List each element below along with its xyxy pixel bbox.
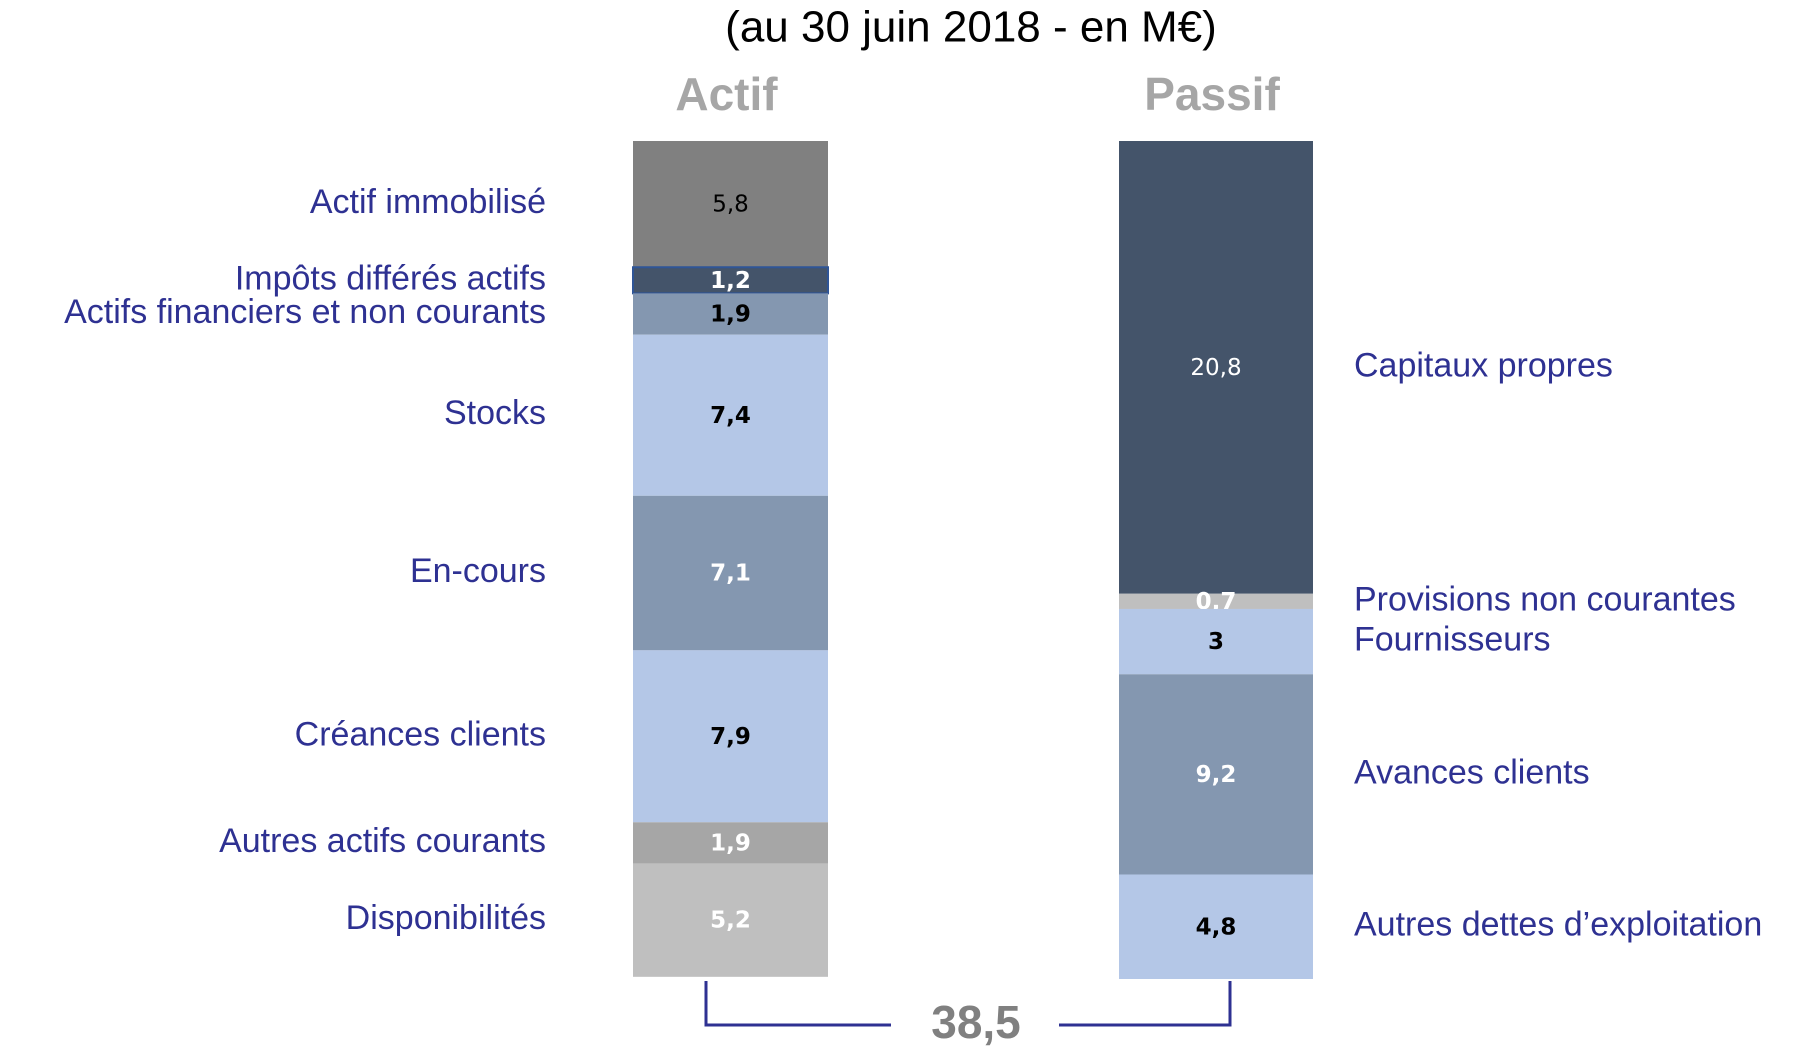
segment-name: Autres dettes d’exploitation xyxy=(1354,906,1762,944)
bracket-left xyxy=(704,981,891,1027)
segment-name: Stocks xyxy=(444,394,546,432)
value-label: 3 xyxy=(1208,629,1224,655)
bar-segment xyxy=(1119,674,1313,875)
value-label: 7,4 xyxy=(710,403,751,429)
value-label: 7,9 xyxy=(710,724,751,750)
segment-name: Créances clients xyxy=(295,715,546,753)
bar-segment xyxy=(632,266,829,295)
value-label: 1,2 xyxy=(710,268,751,294)
segment-name: Avances clients xyxy=(1354,753,1590,791)
value-label: 5,8 xyxy=(712,192,749,218)
bar-segment xyxy=(633,141,828,268)
value-label: 4,8 xyxy=(1196,914,1237,940)
total-label: 38,5 xyxy=(931,996,1021,1048)
value-label: 7,1 xyxy=(710,561,751,587)
segment-name: Actif immobilisé xyxy=(310,183,546,221)
segment-name: Actifs financiers et non courants xyxy=(64,293,546,331)
bar-segment xyxy=(633,650,828,823)
segment-name: Autres actifs courants xyxy=(219,822,546,860)
bar-segment xyxy=(633,334,828,496)
bracket-right xyxy=(1059,981,1232,1027)
segment-name: Disponibilités xyxy=(346,899,546,937)
chart-title: (au 30 juin 2018 - en M€) xyxy=(725,3,1217,52)
segment-name: En-cours xyxy=(410,552,546,590)
bar-segment xyxy=(1119,141,1313,594)
bar-segment xyxy=(633,293,828,335)
category-label: Actif xyxy=(675,68,778,120)
value-label: 5,2 xyxy=(710,908,751,934)
value-label: 1,9 xyxy=(710,302,751,328)
category-label: Passif xyxy=(1144,68,1280,120)
value-label: 20,8 xyxy=(1190,355,1241,381)
bar-segment xyxy=(633,822,828,864)
segment-name: Capitaux propres xyxy=(1354,346,1613,384)
bar-segment xyxy=(633,495,828,651)
bar-segment xyxy=(1119,874,1313,979)
segment-name: Fournisseurs xyxy=(1354,621,1551,659)
bar-segment xyxy=(1119,608,1313,675)
value-label: 9,2 xyxy=(1196,762,1237,788)
bar-segment xyxy=(1119,593,1313,609)
bar-segment xyxy=(633,863,828,977)
value-label: 1,9 xyxy=(710,830,751,856)
segment-name: Provisions non courantes xyxy=(1354,580,1736,618)
segment-name: Impôts différés actifs xyxy=(235,259,546,297)
